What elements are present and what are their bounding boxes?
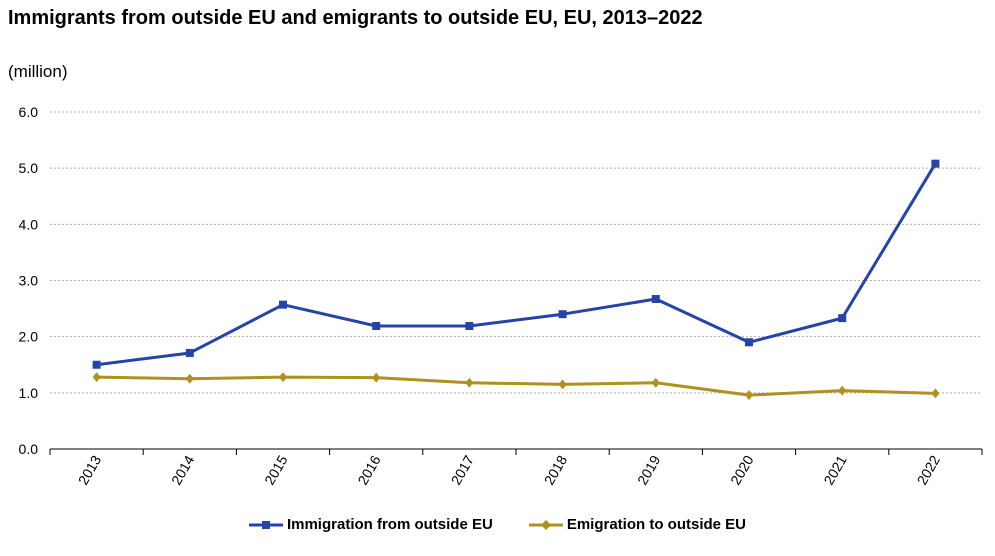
data-point-square	[931, 159, 940, 168]
data-point-diamond	[185, 373, 194, 384]
legend: Immigration from outside EU Emigration t…	[0, 516, 995, 533]
y-tick-label: 2.0	[19, 329, 39, 345]
data-point-square	[185, 348, 194, 357]
legend-item-immigration: Immigration from outside EU	[248, 516, 493, 533]
data-point-diamond	[372, 372, 381, 383]
unit-label: (million)	[8, 62, 68, 81]
chart-title: Immigrants from outside EU and emigrants…	[8, 7, 703, 29]
x-tick-label: 2022	[914, 452, 944, 487]
x-tick-label: 2018	[541, 452, 571, 487]
y-tick-label: 5.0	[19, 160, 39, 176]
legend-item-emigration: Emigration to outside EU	[528, 516, 747, 533]
data-point-diamond	[745, 390, 753, 401]
x-tick-label: 2014	[168, 452, 198, 487]
data-point-square	[465, 321, 474, 330]
x-tick-label: 2019	[634, 452, 664, 487]
x-tick-label: 2013	[75, 452, 105, 487]
y-tick-label: 0.0	[19, 441, 39, 457]
y-tick-label: 3.0	[19, 273, 39, 289]
y-tick-label: 6.0	[19, 104, 39, 120]
legend-square-marker-icon	[248, 520, 283, 529]
legend-label: Emigration to outside EU	[566, 516, 747, 533]
legend-diamond-marker-icon	[528, 519, 563, 530]
data-point-square	[838, 314, 847, 323]
data-point-diamond	[279, 372, 287, 383]
data-point-square	[372, 321, 381, 330]
data-point-diamond	[838, 385, 847, 396]
data-point-square	[279, 300, 287, 309]
x-tick-label: 2016	[354, 452, 384, 487]
x-tick-label: 2020	[727, 452, 757, 487]
data-point-square	[558, 310, 567, 319]
y-tick-label: 4.0	[19, 216, 39, 232]
legend-label: Immigration from outside EU	[286, 516, 493, 533]
data-point-diamond	[931, 388, 940, 399]
x-tick-label: 2015	[261, 452, 291, 487]
y-tick-label: 1.0	[19, 385, 39, 401]
data-point-square	[651, 295, 660, 304]
series-line-1	[96, 375, 936, 397]
x-tick-label: 2017	[448, 452, 478, 487]
data-point-diamond	[465, 377, 474, 388]
data-point-square	[92, 360, 101, 369]
data-point-diamond	[558, 379, 567, 390]
data-point-square	[745, 338, 753, 347]
x-tick-label: 2021	[820, 452, 850, 487]
data-point-diamond	[92, 372, 101, 383]
series-line-0	[96, 162, 937, 367]
data-point-diamond	[651, 377, 660, 388]
